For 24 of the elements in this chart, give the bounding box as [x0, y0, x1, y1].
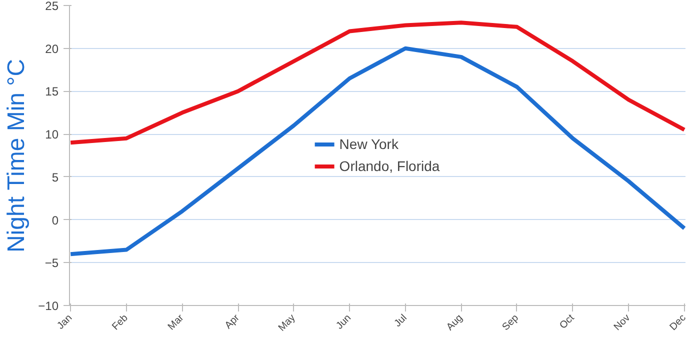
- legend-label: New York: [339, 136, 398, 152]
- x-tick-label: Mar: [166, 312, 187, 333]
- y-tick-label: 15: [45, 84, 59, 99]
- y-axis-title: Night Time Min °C: [3, 58, 30, 253]
- y-tick-label: −10: [38, 299, 59, 313]
- x-tick-label: Jan: [55, 312, 75, 332]
- y-tick-label: 0: [52, 213, 59, 228]
- x-tick-label: Sep: [500, 312, 522, 333]
- x-tick-label: Jun: [334, 312, 354, 332]
- y-tick-label: 25: [45, 0, 59, 13]
- line-series: [70, 46, 686, 256]
- x-tick-label: May: [276, 312, 298, 334]
- x-tick-label: Aug: [444, 312, 466, 333]
- x-tick-label: Dec: [668, 312, 688, 333]
- x-tick-label: Oct: [558, 312, 577, 332]
- y-tick-label: 10: [45, 128, 59, 142]
- x-tick-label: Jul: [392, 312, 410, 330]
- y-tick-label: −5: [44, 256, 59, 270]
- x-tick-label: Apr: [223, 312, 242, 332]
- y-tick-label: 20: [45, 42, 59, 56]
- x-tick-label: Feb: [110, 312, 131, 333]
- legend-label: Orlando, Florida: [339, 158, 440, 174]
- x-tick-label: Nov: [612, 312, 632, 333]
- y-tick-label: 5: [52, 170, 59, 184]
